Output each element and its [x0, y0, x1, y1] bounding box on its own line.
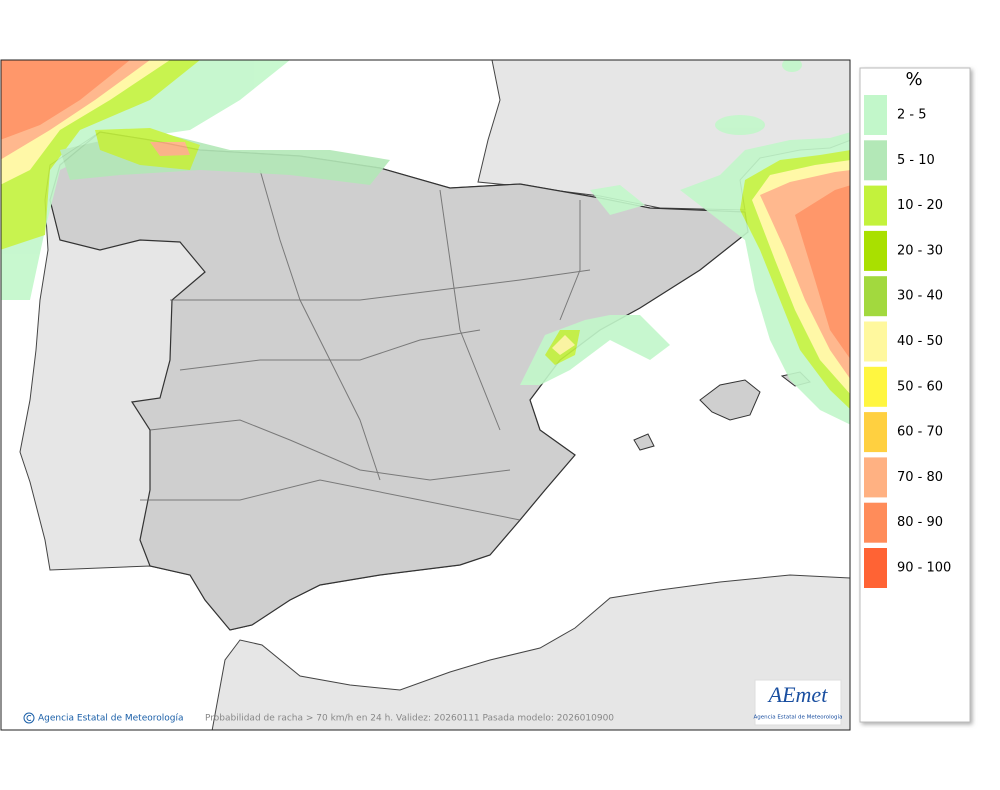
probability-areas — [1, 60, 850, 425]
region-borders — [140, 169, 591, 521]
map-caption: Probabilidad de racha > 70 km/h en 24 h.… — [205, 714, 614, 724]
legend-swatch — [864, 321, 887, 362]
legend-swatch — [864, 95, 887, 135]
legend-label: 50 - 60 — [897, 379, 943, 394]
legend-label: 60 - 70 — [897, 425, 943, 440]
land-africa — [211, 574, 850, 730]
land-spain — [49, 131, 749, 631]
legend-label: 80 - 90 — [897, 515, 943, 530]
legend-label: 5 - 10 — [897, 153, 935, 168]
copyright-icon — [23, 712, 35, 724]
logo-subtitle: Agencia Estatal de Meteorología — [754, 714, 843, 721]
legend-label: 2 - 5 — [897, 108, 927, 123]
legend-swatch — [864, 548, 887, 588]
map-frame — [0, 59, 851, 731]
legend-swatch — [864, 412, 887, 453]
legend-swatch — [864, 140, 887, 181]
legend-label: 40 - 50 — [897, 334, 943, 349]
island-mallorca — [699, 379, 761, 421]
legend-label: 90 - 100 — [897, 561, 951, 576]
legend-swatch — [864, 230, 887, 271]
map-area — [1, 60, 850, 730]
legend-swatch — [864, 276, 887, 317]
legend-swatch — [864, 185, 887, 226]
legend-swatch — [864, 502, 887, 543]
legend-title: % — [905, 69, 922, 90]
legend-label: 10 - 20 — [897, 198, 943, 213]
island-ibiza — [633, 433, 655, 451]
legend-label: 20 - 30 — [897, 243, 943, 258]
copyright-icon-c — [26, 715, 32, 721]
legend-label: 70 - 80 — [897, 470, 943, 485]
legend-label: 30 - 40 — [897, 289, 943, 304]
logo-name: AEmet — [767, 682, 829, 707]
legend-swatch — [864, 366, 887, 407]
credit: Agencia Estatal de Meteorología — [38, 714, 184, 724]
legend-swatch — [864, 457, 887, 498]
legend: % 2 - 5 5 - 10 10 - 20 20 - 30 30 - 40 40 - 5… — [859, 67, 971, 723]
logo-box — [754, 679, 842, 726]
